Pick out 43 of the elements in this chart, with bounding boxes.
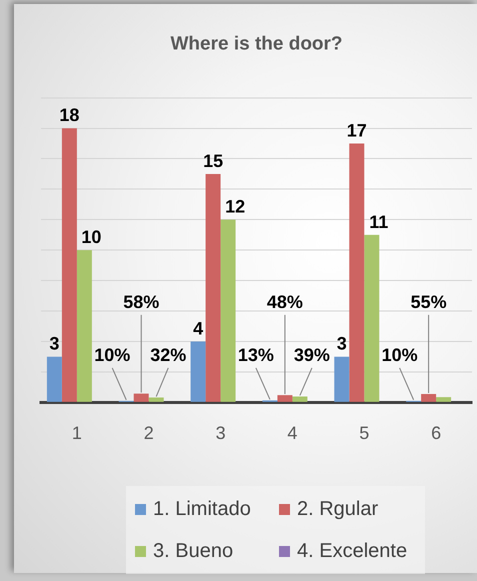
data-label: 3 xyxy=(336,334,347,354)
bar xyxy=(334,356,350,402)
bar xyxy=(206,174,221,402)
data-label: 55% xyxy=(410,292,447,312)
data-label: 4 xyxy=(193,318,204,338)
x-tick-label: 1 xyxy=(72,423,82,444)
data-label: 11 xyxy=(369,212,388,232)
data-label: 13% xyxy=(238,344,274,365)
bar xyxy=(190,341,206,402)
data-label: 18 xyxy=(59,105,80,126)
x-tick-label: 4 xyxy=(287,423,298,444)
data-label: 58% xyxy=(123,292,160,312)
legend-label: 4. Excelente xyxy=(297,540,408,562)
data-label: 10 xyxy=(81,227,102,248)
legend-label: 2. Rgular xyxy=(297,498,378,520)
bar xyxy=(134,394,149,402)
bar xyxy=(292,396,308,402)
bar xyxy=(436,397,452,402)
bar xyxy=(364,234,380,402)
bar xyxy=(421,394,436,402)
data-label: 10% xyxy=(382,344,418,365)
x-tick-label: 5 xyxy=(359,423,370,444)
data-label: 15 xyxy=(203,150,224,171)
x-tick-label: 2 xyxy=(144,423,154,444)
bar xyxy=(46,356,62,402)
data-label: 48% xyxy=(266,292,303,312)
bar xyxy=(62,128,77,402)
x-tick-label: 6 xyxy=(431,423,442,444)
bar xyxy=(76,250,92,402)
data-label: 12 xyxy=(225,196,246,217)
bar xyxy=(220,220,236,402)
legend-label: 1. Limitado xyxy=(153,498,251,520)
bar xyxy=(349,143,364,402)
data-label: 3 xyxy=(49,334,60,354)
x-tick-label: 3 xyxy=(216,423,226,444)
bar xyxy=(277,395,292,402)
data-label: 32% xyxy=(150,344,186,365)
data-label: 39% xyxy=(294,344,330,365)
data-label: 10% xyxy=(94,344,130,365)
chart-title: Where is the door? xyxy=(170,34,343,55)
data-label: 17 xyxy=(346,120,367,140)
legend-label: 3. Bueno xyxy=(153,540,234,562)
bar xyxy=(148,398,164,402)
